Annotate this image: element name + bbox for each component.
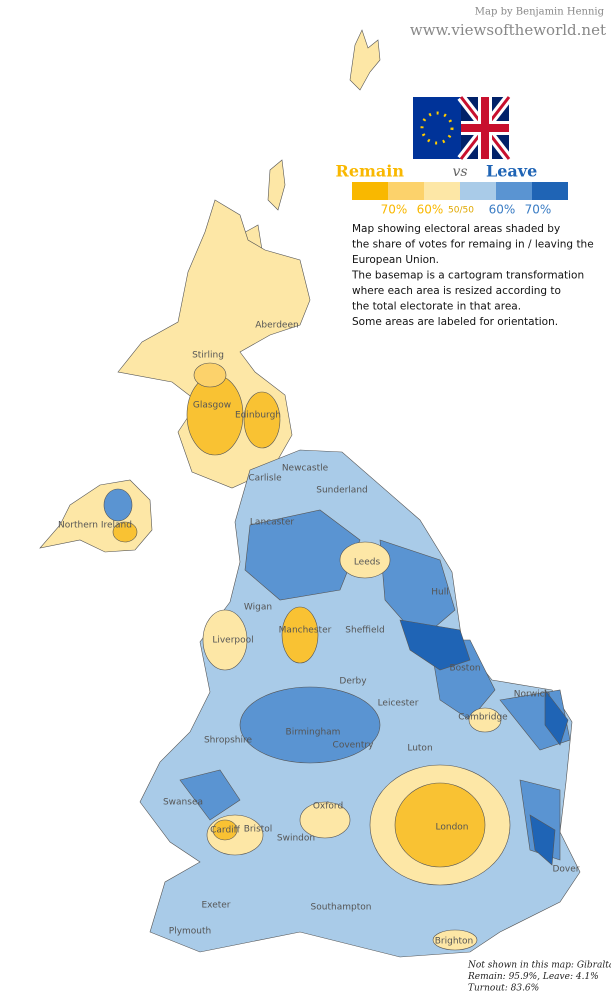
place-label: Norwich <box>514 690 550 700</box>
ni-leave <box>103 488 133 522</box>
credit-line2: www.viewsoftheworld.net <box>410 21 606 39</box>
legend-label: 60% <box>489 203 516 217</box>
place-label: Edinburgh <box>235 411 281 421</box>
place-label: Glasgow <box>193 401 231 411</box>
place-label: Shropshire <box>204 736 253 746</box>
place-label: Southampton <box>311 903 372 913</box>
legend-label: 60% <box>417 203 444 217</box>
place-label: Northern Ireland <box>58 521 132 531</box>
legend-label: 50/50 <box>448 206 474 216</box>
description-line: European Union. <box>352 254 439 266</box>
place-label: Derby <box>339 677 367 687</box>
legend-label: 70% <box>525 203 552 217</box>
place-label: Brighton <box>435 937 474 947</box>
place-label: Wigan <box>244 603 272 613</box>
place-label: Lancaster <box>250 518 294 528</box>
place-label: Plymouth <box>169 927 211 937</box>
legend-swatch <box>424 182 460 200</box>
place-label: Leeds <box>354 558 381 568</box>
footnote-line: Remain: 95.9%, Leave: 4.1% <box>467 972 599 982</box>
place-label: Exeter <box>201 901 230 911</box>
description-line: the share of votes for remaing in / leav… <box>352 239 594 251</box>
place-label: Hull <box>431 588 448 598</box>
place-label: Sheffield <box>345 626 384 636</box>
legend-remain: Remain <box>336 162 405 181</box>
legend-vs: vs <box>452 164 467 180</box>
place-label: Coventry <box>333 741 375 751</box>
place-label: Dover <box>553 865 580 875</box>
stirling-area <box>193 362 227 388</box>
place-label: Boston <box>449 664 480 674</box>
place-label: Swindon <box>277 834 315 844</box>
place-label: Leicester <box>378 699 419 709</box>
description-line: Map showing electoral areas shaded by <box>352 223 560 235</box>
place-label: Sunderland <box>316 486 368 496</box>
place-label: Aberdeen <box>255 321 298 331</box>
legend-leave: Leave <box>486 162 537 181</box>
description-line: the total electorate in that area. <box>352 301 521 313</box>
place-label: Swansea <box>163 798 203 808</box>
place-label: Birmingham <box>286 728 341 738</box>
description-line: where each area is resized according to <box>352 285 561 297</box>
place-label: Oxford <box>313 802 343 812</box>
northern-ireland <box>39 479 153 553</box>
footnote-line: Turnout: 83.6% <box>468 984 539 994</box>
description-line: The basemap is a cartogram transformatio… <box>351 270 584 282</box>
description-line: Some areas are labeled for orientation. <box>352 316 558 328</box>
edinburgh-area <box>243 391 281 449</box>
place-label: Newcastle <box>282 464 329 474</box>
place-label: Carlisle <box>248 474 282 484</box>
place-label: Bristol <box>244 825 273 835</box>
legend-swatch <box>352 182 388 200</box>
legend-swatch <box>388 182 424 200</box>
place-label: Luton <box>407 744 432 754</box>
place-label: Cambridge <box>458 713 508 723</box>
ni-remain <box>112 521 138 543</box>
legend-swatch <box>496 182 532 200</box>
legend-swatch <box>532 182 568 200</box>
place-label: Stirling <box>192 351 224 361</box>
place-label: Liverpool <box>212 636 253 646</box>
place-label: Manchester <box>279 626 332 636</box>
place-label: London <box>436 823 469 833</box>
leave-areas <box>179 509 571 861</box>
footnote-line: Not shown in this map: Gibraltar <box>467 961 611 971</box>
flags <box>413 94 513 162</box>
credit-line1: Map by Benjamin Hennig <box>475 7 605 18</box>
strong-leave <box>399 619 569 866</box>
place-label: Cardiff <box>210 826 241 836</box>
strong-remain <box>212 606 486 868</box>
legend-label: 70% <box>381 203 408 217</box>
legend-swatch <box>460 182 496 200</box>
